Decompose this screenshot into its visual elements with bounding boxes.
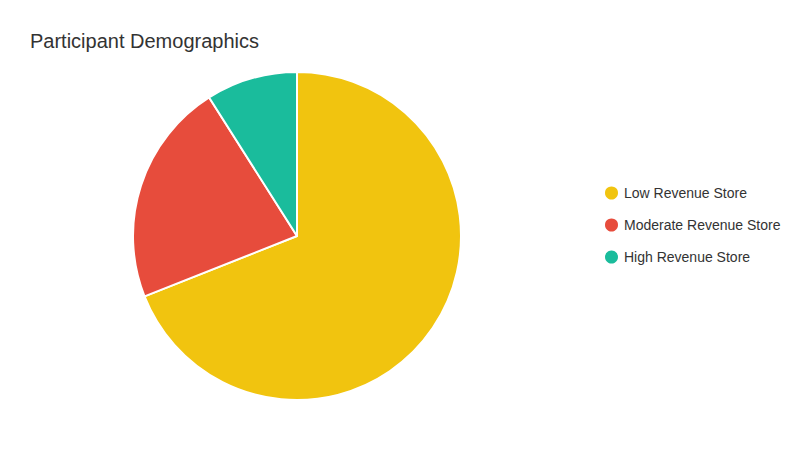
svg-text:High Revenue Store: High Revenue Store — [624, 249, 750, 265]
svg-text:Low Revenue Store: Low Revenue Store — [624, 185, 747, 201]
svg-text:Participant Demographics: Participant Demographics — [30, 30, 259, 52]
svg-text:Moderate Revenue Store: Moderate Revenue Store — [624, 217, 781, 233]
